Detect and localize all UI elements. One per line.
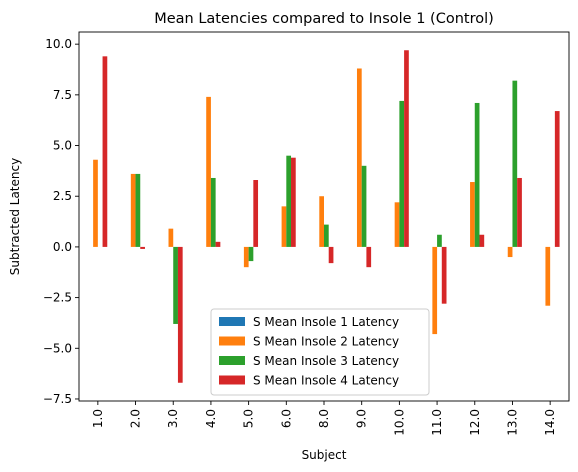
bar-3-11.0 — [437, 234, 442, 247]
legend-swatch — [219, 336, 245, 346]
y-axis: −7.5 −5.0 −2.5 0.0 2.5 5.0 7.5 10.0 — [43, 37, 79, 406]
legend: S Mean Insole 1 Latency S Mean Insole 2 L… — [210, 308, 430, 396]
bar-4-11.0 — [441, 246, 447, 304]
bar-2-3.0 — [168, 228, 174, 247]
bar-2-1.0 — [93, 159, 98, 247]
y-tick-label: 5.0 — [53, 139, 72, 153]
bar-2-6.0 — [281, 206, 287, 247]
bar-4-3.0 — [177, 246, 183, 383]
legend-swatch — [219, 356, 245, 365]
y-tick-label: −2.5 — [43, 291, 72, 305]
legend-entry-label: S Mean Insole 4 Latency — [253, 374, 399, 388]
x-tick-label: 12.0 — [468, 409, 482, 436]
x-tick-label: 4.0 — [204, 409, 218, 428]
bar-3-2.0 — [135, 173, 141, 247]
bar-4-4.0 — [215, 241, 221, 247]
bar-2-8.0 — [319, 196, 324, 247]
y-tick-label: 7.5 — [53, 88, 72, 102]
legend-entry-label: S Mean Insole 3 Latency — [253, 354, 399, 368]
bar-4-5.0 — [253, 180, 259, 247]
y-tick-label: 10.0 — [45, 37, 72, 51]
x-tick-label: 6.0 — [279, 409, 293, 428]
bar-3-8.0 — [324, 224, 329, 247]
y-tick-label: −5.0 — [43, 341, 72, 355]
bar-2-12.0 — [470, 182, 475, 247]
bar-3-13.0 — [512, 80, 518, 247]
bar-3-4.0 — [210, 177, 216, 247]
bar-2-9.0 — [356, 68, 362, 247]
bar-4-12.0 — [479, 234, 485, 247]
bar-4-2.0 — [140, 246, 145, 249]
bar-4-9.0 — [366, 246, 372, 268]
bar-3-10.0 — [399, 100, 405, 247]
x-tick-label: 3.0 — [166, 409, 180, 428]
bar-3-9.0 — [361, 165, 367, 247]
bar-2-10.0 — [394, 202, 400, 247]
bar-3-6.0 — [286, 155, 292, 247]
bar-2-13.0 — [507, 246, 513, 258]
bar-2-5.0 — [243, 246, 249, 268]
bar-4-10.0 — [404, 50, 409, 247]
bar-4-14.0 — [554, 111, 560, 247]
legend-box — [210, 308, 430, 396]
x-tick-label: 13.0 — [505, 409, 519, 436]
bar-2-11.0 — [432, 246, 438, 335]
legend-swatch — [219, 375, 245, 385]
legend-swatch — [219, 317, 245, 326]
bar-4-6.0 — [291, 157, 296, 247]
bar-3-5.0 — [248, 246, 254, 262]
y-tick-label: 0.0 — [53, 240, 72, 254]
x-tick-label: 1.0 — [91, 409, 105, 428]
bar-4-1.0 — [102, 56, 108, 247]
x-tick-label: 5.0 — [242, 409, 256, 428]
legend-entry-label: S Mean Insole 2 Latency — [253, 335, 399, 349]
bar-2-4.0 — [206, 96, 211, 247]
bar-3-12.0 — [474, 102, 480, 247]
x-tick-label: 11.0 — [430, 409, 444, 436]
bar-2-14.0 — [545, 246, 551, 306]
x-axis: 1.0 2.0 3.0 4.0 5.0 6.0 8.0 9.0 10.0 11.0 12.0 13.0… — [91, 401, 557, 436]
legend-entry-label: S Mean Insole 1 Latency — [253, 315, 399, 329]
chart-title: Mean Latencies compared to Insole 1 (Con… — [154, 11, 494, 27]
y-tick-label: 2.5 — [53, 189, 72, 203]
bar-4-13.0 — [517, 177, 522, 247]
y-axis-label: Subtracted Latency — [8, 158, 22, 275]
x-tick-label: 14.0 — [543, 409, 557, 436]
x-tick-label: 8.0 — [317, 409, 331, 428]
bar-2-2.0 — [130, 173, 136, 247]
bar-4-8.0 — [328, 246, 334, 264]
bar-3-3.0 — [173, 246, 178, 324]
y-tick-label: −7.5 — [43, 392, 72, 406]
x-tick-label: 9.0 — [355, 409, 369, 428]
x-tick-label: 2.0 — [129, 409, 143, 428]
x-axis-label: Subject — [302, 448, 347, 462]
x-tick-label: 10.0 — [392, 409, 406, 436]
